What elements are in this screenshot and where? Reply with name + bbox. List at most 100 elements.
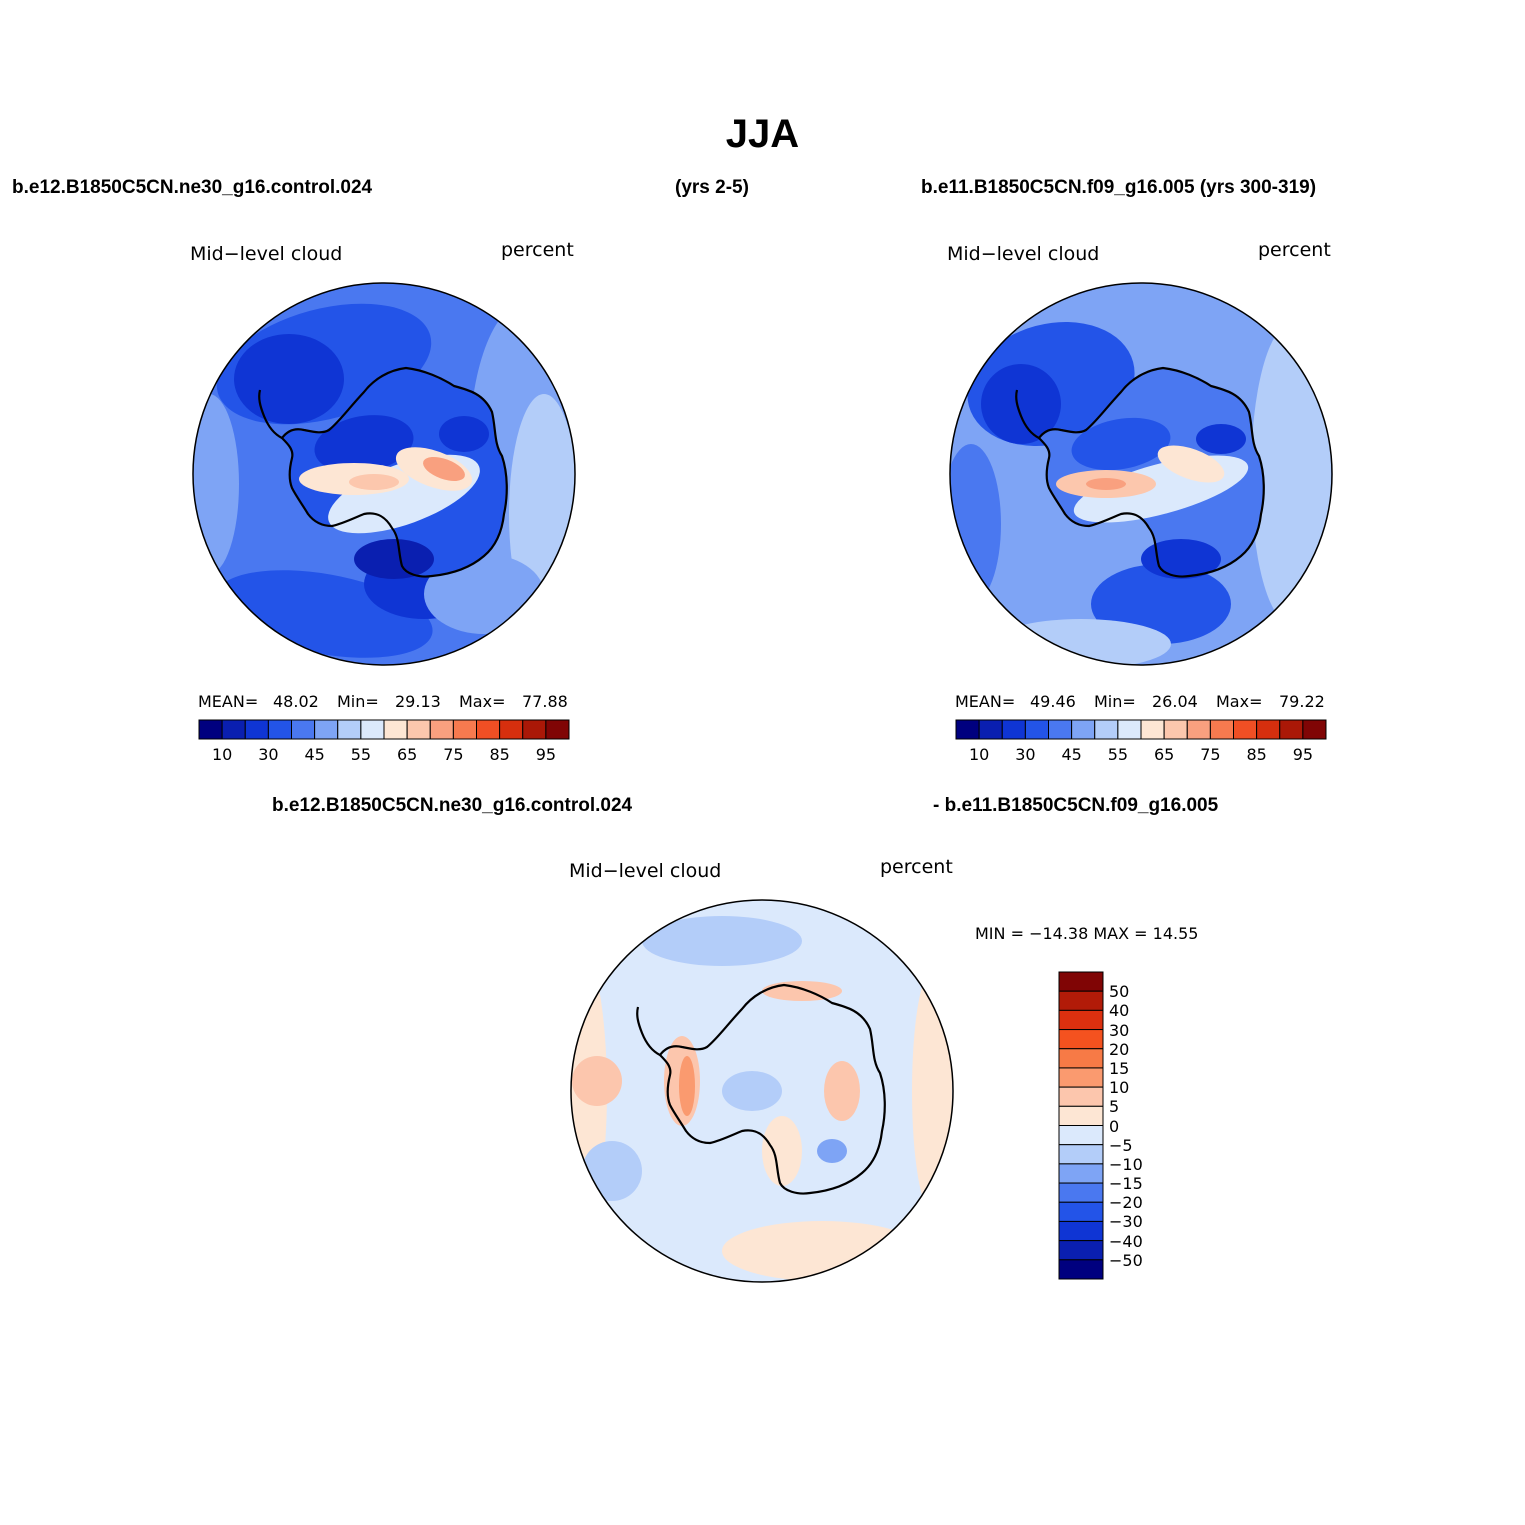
cbar1-tick-label: 30 [258, 745, 279, 764]
panel2-field-region [1086, 478, 1126, 490]
case1-years: (yrs 2-5) [675, 177, 749, 198]
panel1-field-region [439, 416, 489, 452]
panel1-colorbar [198, 719, 570, 740]
cbar2-swatch [1256, 719, 1281, 740]
panel2-border [949, 282, 1333, 666]
cbar1-swatch [476, 719, 501, 740]
panel2-min-value: 26.04 [1152, 692, 1198, 711]
panel1-mean-label: MEAN= [198, 692, 259, 711]
cbar2-swatch [1186, 719, 1211, 740]
cbar2-swatch [978, 719, 1003, 740]
cbar1-tick-label: 75 [443, 745, 464, 764]
diff-colorbar-tick-label: −20 [1109, 1193, 1143, 1213]
diff-colorbar-tick-label: 50 [1109, 982, 1130, 1002]
cbar2-tick-label: 75 [1200, 745, 1221, 764]
diff-colorbar-swatch [1058, 1163, 1104, 1184]
panel3-field-region [762, 1116, 802, 1186]
cbar1-swatch [452, 719, 477, 740]
diff-colorbar-tick-label: 10 [1109, 1078, 1130, 1098]
cbar1-swatch [244, 719, 269, 740]
panel2-map [949, 282, 1333, 666]
diff-colorbar-swatch [1058, 1144, 1104, 1165]
diff-colorbar [1058, 971, 1104, 1280]
panel2-field-region [1071, 417, 1171, 471]
cbar2-swatch [1094, 719, 1119, 740]
diff-colorbar-tick-label: 15 [1109, 1058, 1130, 1078]
diff-colorbar-tick-label: 30 [1109, 1020, 1130, 1040]
diff-colorbar-swatch [1058, 1259, 1104, 1280]
cbar2-swatch [1279, 719, 1304, 740]
panel1-field-region [354, 539, 434, 579]
panel1-units: percent [501, 239, 574, 261]
panel2-field-region [1251, 324, 1331, 624]
diff-colorbar-tick-label: 20 [1109, 1039, 1130, 1059]
panel2-field-region [1196, 424, 1246, 454]
cbar2-swatch [1302, 719, 1327, 740]
diff-colorbar-swatch [1058, 1105, 1104, 1126]
cbar2-swatch [1233, 719, 1258, 740]
panel1-max-label: Max= [459, 692, 506, 711]
diff-colorbar-tick-label: −15 [1109, 1174, 1143, 1194]
cbar1-swatch [522, 719, 547, 740]
case1-header: b.e12.B1850C5CN.ne30_g16.control.024 [12, 177, 373, 198]
panel2-max-label: Max= [1216, 692, 1263, 711]
cbar1-swatch [337, 719, 362, 740]
cbar1-swatch [545, 719, 570, 740]
panel3-field-region [912, 971, 952, 1211]
panel2-field-region [1157, 445, 1225, 483]
cbar1-swatch [221, 719, 246, 740]
diff-colorbar-swatch [1058, 1086, 1104, 1107]
diff-colorbar-tick-label: 40 [1109, 1001, 1130, 1021]
cbar2-swatch [1209, 719, 1234, 740]
cbar1-swatch [360, 719, 385, 740]
diff-colorbar-swatch [1058, 1182, 1104, 1203]
panel1-variable: Mid−level cloud [190, 243, 343, 265]
cbar1-swatch [198, 719, 223, 740]
cbar1-swatch [291, 719, 316, 740]
diff-colorbar-tick-label: 0 [1109, 1116, 1120, 1136]
panel1-min-value: 29.13 [395, 692, 441, 711]
panel3-units: percent [880, 856, 953, 878]
diff-colorbar-swatch [1058, 1009, 1104, 1031]
panel3-field-region [679, 1056, 695, 1116]
panel3-minmax: MIN = −14.38 MAX = 14.55 [975, 924, 1199, 943]
cbar1-swatch [429, 719, 454, 740]
panel3-border [570, 899, 954, 1283]
cbar2-swatch [955, 719, 980, 740]
panel1-map [192, 282, 576, 666]
panel3-field-region [762, 981, 842, 1001]
panel2-mean-label: MEAN= [955, 692, 1016, 711]
diff-colorbar-swatch [1058, 1125, 1104, 1146]
panel2-units: percent [1258, 239, 1331, 261]
cbar1-tick-label: 95 [535, 745, 557, 764]
cbar1-swatch [499, 719, 524, 740]
cbar2-tick-label: 55 [1107, 745, 1129, 764]
panel2-field-region [991, 619, 1171, 665]
panel3-field-region [642, 916, 802, 966]
diff-colorbar-swatch [1058, 1048, 1104, 1069]
diff-colorbar-tick-label: −10 [1109, 1154, 1143, 1174]
cbar2-tick-label: 10 [968, 745, 990, 764]
panel1-field-region [423, 456, 465, 482]
diff-header-left: b.e12.B1850C5CN.ne30_g16.control.024 [272, 795, 633, 816]
panel3-variable: Mid−level cloud [569, 860, 722, 882]
diff-colorbar-swatch [1058, 971, 1104, 992]
cbar2-tick-label: 65 [1153, 745, 1175, 764]
cbar1-swatch [267, 719, 292, 740]
panel3-field-region [722, 1071, 782, 1111]
case2-header: b.e11.B1850C5CN.f09_g16.005 (yrs 300-319… [921, 177, 1317, 198]
diff-colorbar-swatch [1058, 1067, 1104, 1088]
panel1-min-label: Min= [337, 692, 379, 711]
diff-colorbar-swatch [1058, 1201, 1104, 1222]
panel1-field-region [349, 474, 399, 490]
panel2-variable: Mid−level cloud [947, 243, 1100, 265]
panel2-colorbar [955, 719, 1327, 740]
cbar2-swatch [1048, 719, 1073, 740]
panel1-mean-value: 48.02 [273, 692, 319, 711]
cbar1-swatch [383, 719, 408, 740]
diff-colorbar-tick-label: −30 [1109, 1212, 1143, 1232]
diff-header-right: - b.e11.B1850C5CN.f09_g16.005 [933, 795, 1219, 816]
cbar2-swatch [1024, 719, 1049, 740]
panel3-map [570, 899, 954, 1283]
diff-colorbar-tick-label: −40 [1109, 1231, 1143, 1251]
